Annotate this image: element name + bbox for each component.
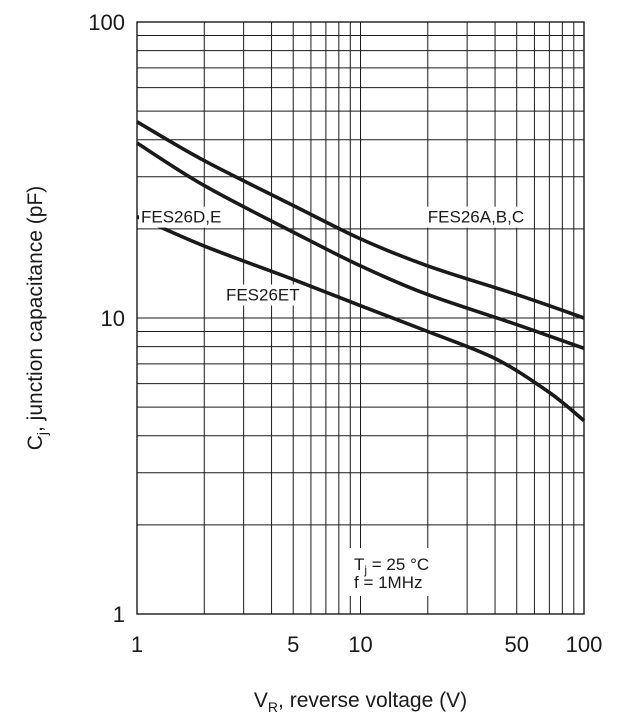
tick-labels: 1 5 10 50 100 1 10 100 bbox=[88, 10, 602, 657]
series-label-background bbox=[425, 206, 526, 228]
series-line-0 bbox=[136, 120, 585, 320]
x-tick-label: 5 bbox=[287, 632, 299, 657]
x-axis-subscript: R bbox=[268, 699, 278, 715]
x-tick-label: 100 bbox=[566, 632, 603, 657]
series-label-0: FES26A,B,C bbox=[428, 208, 524, 227]
series-line-2 bbox=[136, 214, 586, 423]
conditions-note-background bbox=[348, 548, 452, 596]
x-tick-label: 50 bbox=[504, 632, 528, 657]
temperature-value: = 25 °C bbox=[367, 555, 429, 574]
x-axis-description: , reverse voltage (V) bbox=[278, 689, 467, 712]
x-axis-symbol: V bbox=[254, 689, 268, 712]
x-tick-label: 1 bbox=[131, 632, 143, 657]
series-label-background bbox=[139, 206, 220, 228]
temperature-symbol: T bbox=[354, 555, 364, 574]
grid-lines bbox=[137, 22, 584, 614]
x-tick-label: 10 bbox=[348, 632, 372, 657]
conditions-note: Tj = 25 °C f = 1MHz bbox=[348, 548, 452, 596]
series-label-background bbox=[223, 284, 296, 306]
frequency-condition: f = 1MHz bbox=[354, 573, 423, 592]
y-tick-label: 10 bbox=[101, 306, 125, 331]
y-tick-label: 1 bbox=[113, 602, 125, 627]
y-axis-subscript: j bbox=[34, 432, 50, 436]
curves bbox=[136, 120, 586, 423]
series-label-2: FES26ET bbox=[226, 286, 300, 305]
y-axis-title: Cj, junction capacitance (pF) bbox=[24, 186, 50, 451]
series-label-1: FES26D,E bbox=[141, 208, 221, 227]
series-labels: FES26A,B,C FES26D,E FES26ET bbox=[139, 206, 526, 306]
temperature-subscript: j bbox=[363, 563, 367, 577]
series-line-1 bbox=[136, 141, 585, 350]
temperature-condition: Tj = 25 °C bbox=[354, 555, 429, 577]
y-axis-symbol: C bbox=[24, 435, 47, 450]
y-tick-label: 100 bbox=[88, 10, 125, 35]
x-axis-title: VR, reverse voltage (V) bbox=[254, 689, 467, 715]
y-axis-description: , junction capacitance (pF) bbox=[24, 186, 47, 432]
